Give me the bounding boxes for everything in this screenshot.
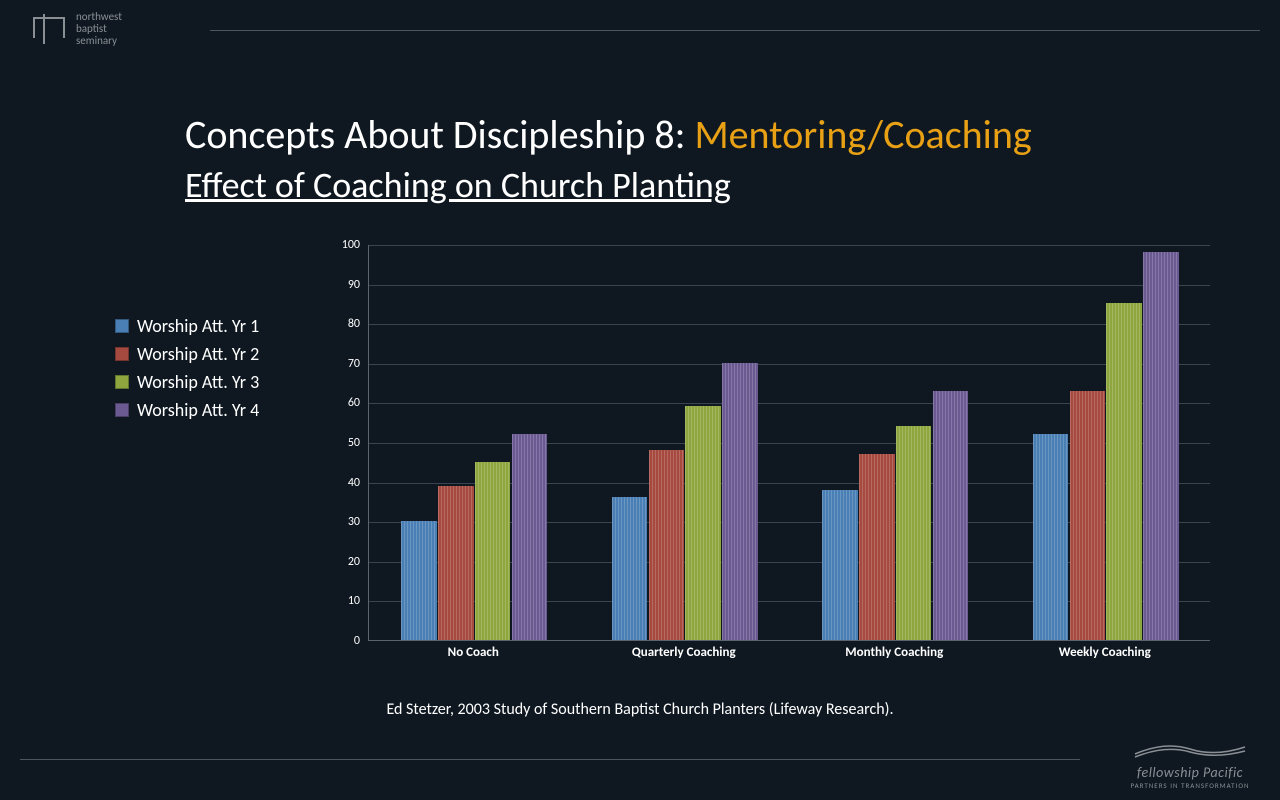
bar-chart: 0102030405060708090100No CoachQuarterly … [340, 245, 1210, 665]
x-category-label: Quarterly Coaching [632, 645, 736, 660]
legend-swatch [115, 347, 129, 361]
bar [1033, 434, 1068, 640]
grid-line [369, 245, 1210, 246]
grid-line [369, 324, 1210, 325]
bar [1070, 391, 1105, 640]
title-prefix: Concepts About Discipleship 8: [185, 110, 694, 159]
y-tick-label: 60 [340, 396, 364, 410]
title-line-1: Concepts About Discipleship 8: Mentoring… [185, 110, 1032, 159]
bar [1143, 252, 1178, 640]
legend: Worship Att. Yr 1 Worship Att. Yr 2 Worshi… [115, 315, 259, 427]
legend-swatch [115, 375, 129, 389]
legend-item: Worship Att. Yr 1 [115, 315, 259, 337]
y-tick-label: 10 [340, 594, 364, 608]
title-line-2: Effect of Coaching on Church Planting [185, 163, 1032, 207]
legend-item: Worship Att. Yr 4 [115, 399, 259, 421]
legend-label: Worship Att. Yr 4 [137, 399, 259, 421]
top-logo: northwest baptist seminary [30, 10, 122, 48]
bar [612, 497, 647, 640]
bar [512, 434, 547, 640]
legend-label: Worship Att. Yr 3 [137, 371, 259, 393]
bottom-logo-sub: PARTNERS IN TRANSFORMATION [1130, 781, 1250, 790]
bar [722, 363, 757, 640]
legend-item: Worship Att. Yr 3 [115, 371, 259, 393]
top-logo-text: northwest baptist seminary [76, 11, 122, 47]
top-divider [210, 30, 1260, 31]
y-tick-label: 0 [340, 634, 364, 648]
bottom-logo: fellowship Pacific PARTNERS IN TRANSFORM… [1130, 739, 1250, 790]
bar [685, 406, 720, 640]
y-tick-label: 90 [340, 278, 364, 292]
bottom-divider [20, 759, 1080, 760]
grid-line [369, 364, 1210, 365]
legend-item: Worship Att. Yr 2 [115, 343, 259, 365]
title-accent: Mentoring/Coaching [694, 110, 1031, 159]
legend-swatch [115, 403, 129, 417]
y-tick-label: 100 [340, 238, 364, 252]
bottom-logo-name: fellowship Pacific [1130, 764, 1250, 781]
y-tick-label: 80 [340, 317, 364, 331]
y-tick-label: 70 [340, 357, 364, 371]
x-category-label: Weekly Coaching [1059, 645, 1151, 660]
bar [859, 454, 894, 640]
slide-title: Concepts About Discipleship 8: Mentoring… [185, 110, 1032, 207]
legend-label: Worship Att. Yr 2 [137, 343, 259, 365]
fellowship-wave-icon [1130, 739, 1250, 759]
legend-label: Worship Att. Yr 1 [137, 315, 259, 337]
plot-area [368, 245, 1210, 641]
y-tick-label: 50 [340, 436, 364, 450]
bar [649, 450, 684, 640]
logo-line: seminary [76, 35, 122, 47]
bar [438, 486, 473, 640]
x-category-label: Monthly Coaching [845, 645, 943, 660]
seminary-cross-icon [30, 10, 68, 48]
y-tick-label: 40 [340, 476, 364, 490]
legend-swatch [115, 319, 129, 333]
y-tick-label: 20 [340, 555, 364, 569]
y-tick-label: 30 [340, 515, 364, 529]
x-category-label: No Coach [448, 645, 499, 660]
bar [401, 521, 436, 640]
grid-line [369, 285, 1210, 286]
bar [475, 462, 510, 640]
bar [822, 490, 857, 640]
citation: Ed Stetzer, 2003 Study of Southern Bapti… [0, 700, 1280, 719]
bar [896, 426, 931, 640]
bar [1106, 303, 1141, 640]
bar [933, 391, 968, 640]
